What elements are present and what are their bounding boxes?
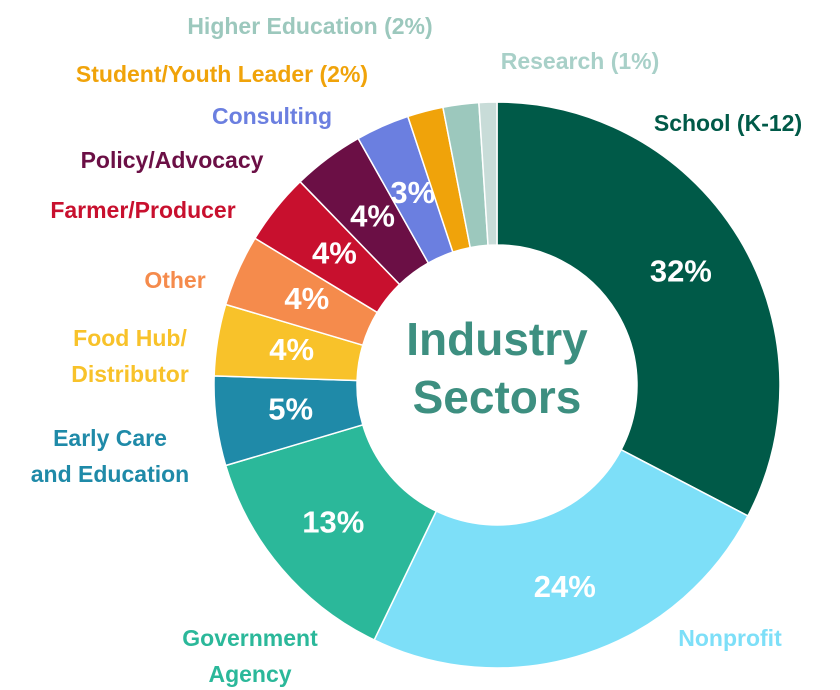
value-label: 32% — [650, 254, 712, 289]
slice — [224, 423, 438, 641]
value-label: 13% — [302, 505, 364, 540]
slice-name: Nonprofit — [678, 625, 782, 651]
value-label: 24% — [534, 569, 596, 604]
slice-name: Policy/Advocacy — [81, 147, 264, 173]
value-label: 4% — [269, 332, 314, 367]
slice-name: School (K-12) — [654, 110, 802, 136]
slice-name: Government Agency — [182, 625, 318, 687]
slice-name: Farmer/Producer — [50, 197, 235, 223]
slice-name: Student/Youth Leader (2%) — [76, 61, 368, 87]
slice — [478, 101, 498, 247]
slice-name: Early Care and Education — [31, 425, 189, 487]
value-label: 4% — [350, 198, 395, 233]
slice-name: Food Hub/Distributor — [71, 325, 189, 387]
value-label: 4% — [284, 281, 329, 316]
slice-name: Research (1%) — [501, 48, 660, 74]
slice-name: Other — [144, 267, 205, 293]
chart-title: Industry Sectors — [406, 313, 588, 423]
value-label: 5% — [268, 392, 313, 427]
slice-name: Higher Education (2%) — [187, 13, 432, 39]
slice — [496, 101, 781, 517]
slice-name: Consulting — [212, 103, 332, 129]
value-label: 4% — [312, 236, 357, 271]
value-label: 3% — [390, 175, 435, 210]
slice — [373, 448, 749, 669]
